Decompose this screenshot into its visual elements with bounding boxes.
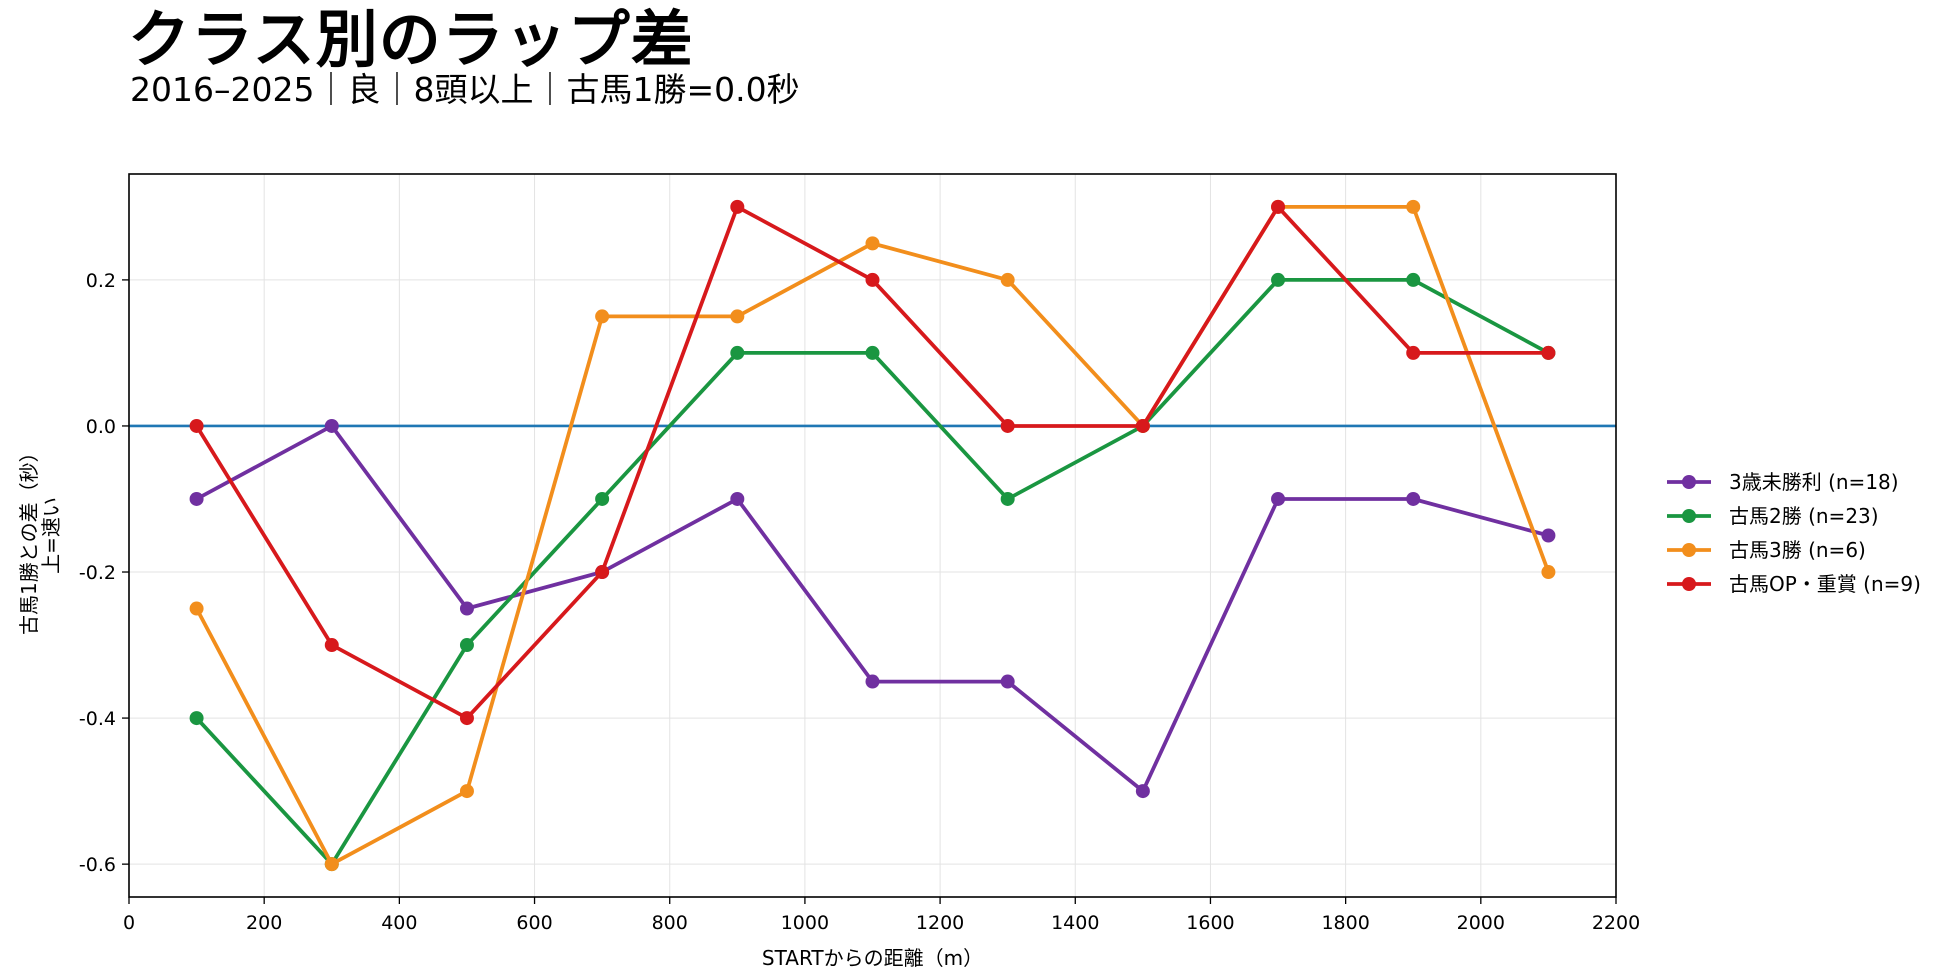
x-tick-label: 1600: [1186, 912, 1234, 934]
legend: 3歳未勝利 (n=18) 古馬2勝 (n=23) 古馬3勝 (n=6) 古馬OP・重賞…: [1667, 470, 1921, 596]
y-tick-label: 0.2: [86, 270, 116, 292]
x-tick-label: 800: [652, 912, 688, 934]
y-axis-ticks: 0.2 0.0 -0.2 -0.4 -0.6: [79, 270, 129, 876]
legend-marker: [1682, 543, 1696, 557]
data-point: [730, 309, 745, 324]
data-point: [1000, 674, 1015, 689]
x-tick-label: 1000: [781, 912, 829, 934]
data-point: [1541, 565, 1556, 580]
legend-marker: [1682, 577, 1696, 591]
data-point: [865, 674, 880, 689]
legend-item: 古馬OP・重賞 (n=9): [1667, 572, 1921, 596]
y-axis-label-line-1: 古馬1勝との差（秒）: [17, 442, 41, 635]
x-tick-label: 2000: [1457, 912, 1505, 934]
legend-label: 古馬OP・重賞 (n=9): [1729, 572, 1921, 596]
data-point: [730, 345, 745, 360]
data-point: [1406, 272, 1421, 287]
data-point: [324, 418, 339, 433]
y-axis-label-line-2: 上=速い: [39, 497, 63, 574]
data-point: [459, 711, 474, 726]
y-axis-label: 古馬1勝との差（秒） 上=速い: [17, 436, 63, 635]
legend-item: 3歳未勝利 (n=18): [1667, 470, 1899, 494]
series-3: [189, 199, 1556, 872]
data-point: [324, 857, 339, 872]
data-point: [1541, 528, 1556, 543]
x-tick-label: 200: [246, 912, 282, 934]
data-point: [189, 491, 204, 506]
x-axis-ticks: 0 200 400 600 800 1000 1200 1400 1600 1800 2000 220…: [123, 897, 1640, 934]
data-point: [1000, 272, 1015, 287]
data-point: [1406, 199, 1421, 214]
data-point: [189, 711, 204, 726]
data-point: [1406, 345, 1421, 360]
y-tick-label: -0.2: [79, 562, 116, 584]
data-point: [1000, 491, 1015, 506]
data-point: [1271, 272, 1286, 287]
data-point: [1135, 418, 1150, 433]
y-tick-label: -0.4: [79, 708, 116, 730]
x-tick-label: 2200: [1592, 912, 1640, 934]
data-point: [459, 638, 474, 653]
y-tick-label: 0.0: [86, 416, 116, 438]
data-point: [324, 638, 339, 653]
x-tick-label: 600: [516, 912, 552, 934]
x-tick-label: 1200: [916, 912, 964, 934]
x-tick-label: 400: [381, 912, 417, 934]
data-point: [730, 199, 745, 214]
data-point: [595, 491, 610, 506]
data-point: [1271, 491, 1286, 506]
data-point: [1135, 784, 1150, 799]
x-tick-label: 1400: [1051, 912, 1099, 934]
data-point: [595, 565, 610, 580]
series-lines: [189, 199, 1556, 872]
plot-frame: [128, 173, 1617, 898]
data-point: [459, 601, 474, 616]
data-point: [865, 345, 880, 360]
series-1: [189, 418, 1556, 799]
x-tick-label: 0: [123, 912, 135, 934]
data-point: [1541, 345, 1556, 360]
data-point: [865, 236, 880, 251]
x-tick-label: 1800: [1321, 912, 1369, 934]
data-point: [1406, 491, 1421, 506]
legend-item: 古馬2勝 (n=23): [1667, 504, 1879, 528]
data-point: [595, 309, 610, 324]
data-point: [189, 418, 204, 433]
legend-label: 古馬2勝 (n=23): [1729, 504, 1879, 528]
series-4: [189, 199, 1556, 726]
legend-label: 3歳未勝利 (n=18): [1729, 470, 1899, 494]
chart-title: クラス別のラップ差: [128, 3, 694, 76]
data-point: [730, 491, 745, 506]
x-axis-label: STARTからの距離（m）: [762, 946, 983, 970]
legend-item: 古馬3勝 (n=6): [1667, 538, 1866, 562]
data-point: [865, 272, 880, 287]
y-tick-label: -0.6: [79, 854, 116, 876]
legend-label: 古馬3勝 (n=6): [1729, 538, 1866, 562]
data-point: [189, 601, 204, 616]
chart-subtitle: 2016–2025｜良｜8頭以上｜古馬1勝=0.0秒: [130, 70, 800, 109]
data-point: [459, 784, 474, 799]
data-point: [1271, 199, 1286, 214]
legend-marker: [1682, 509, 1696, 523]
data-point: [1000, 418, 1015, 433]
legend-marker: [1682, 475, 1696, 489]
